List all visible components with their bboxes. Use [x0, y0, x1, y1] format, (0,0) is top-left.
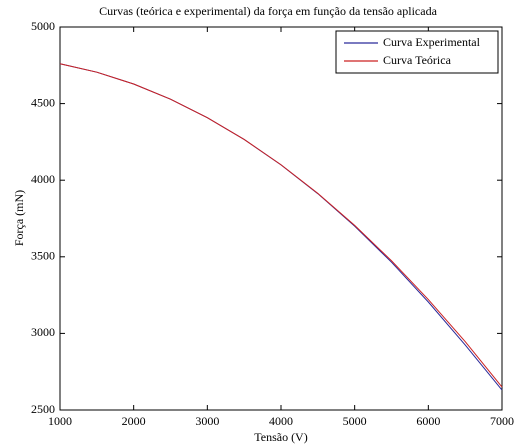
- x-tick-label: 4000: [269, 414, 293, 428]
- x-tick-label: 7000: [490, 414, 514, 428]
- y-tick-label: 2500: [31, 402, 55, 416]
- y-tick-label: 4000: [31, 172, 55, 186]
- y-tick-label: 3500: [31, 249, 55, 263]
- legend-label: Curva Experimental: [383, 35, 481, 49]
- y-tick-label: 4500: [31, 95, 55, 109]
- y-axis-label: Força (mN): [12, 190, 26, 246]
- x-tick-label: 3000: [195, 414, 219, 428]
- legend-box: [335, 30, 499, 74]
- y-tick-label: 3000: [31, 325, 55, 339]
- x-tick-label: 6000: [416, 414, 440, 428]
- y-tick-label: 5000: [31, 19, 55, 33]
- chart-title: Curvas (teórica e experimental) da força…: [99, 4, 438, 18]
- x-tick-label: 5000: [343, 414, 367, 428]
- series-line: [59, 63, 503, 391]
- plot-frame: [59, 26, 503, 411]
- legend-label: Curva Teórica: [383, 53, 452, 67]
- x-tick-label: 1000: [48, 414, 72, 428]
- series-line: [59, 63, 503, 388]
- x-axis-label: Tensão (V): [254, 430, 307, 444]
- x-tick-label: 2000: [122, 414, 146, 428]
